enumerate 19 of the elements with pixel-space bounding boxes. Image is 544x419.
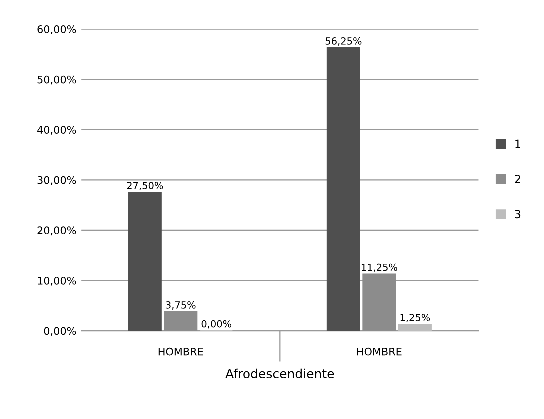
x-tick-label: HOMBRE: [158, 348, 204, 356]
data-label: 27,50%: [127, 182, 164, 190]
data-label: 0,00%: [202, 320, 232, 329]
y-tick-label: 40,00%: [38, 126, 76, 136]
x-axis-title: Afrodescendiente: [226, 368, 334, 379]
y-tick-label: 30,00%: [38, 176, 76, 186]
y-tick-label: 50,00%: [38, 76, 76, 85]
y-tick-label: 60,00%: [38, 26, 76, 34]
y-tick-label: 10,00%: [38, 276, 76, 286]
legend-label: 3: [515, 210, 521, 219]
data-label: 56,25%: [326, 38, 362, 46]
data-label: 3,75%: [166, 302, 196, 310]
data-label: 11,25%: [362, 264, 398, 272]
data-label: 1,25%: [400, 314, 430, 322]
y-tick-label: 0,00%: [44, 327, 76, 336]
legend-label: 1: [516, 140, 520, 148]
x-tick-label: HOMBRE: [357, 348, 402, 356]
legend-label: 2: [515, 174, 520, 184]
y-tick-label: 20,00%: [38, 226, 76, 236]
